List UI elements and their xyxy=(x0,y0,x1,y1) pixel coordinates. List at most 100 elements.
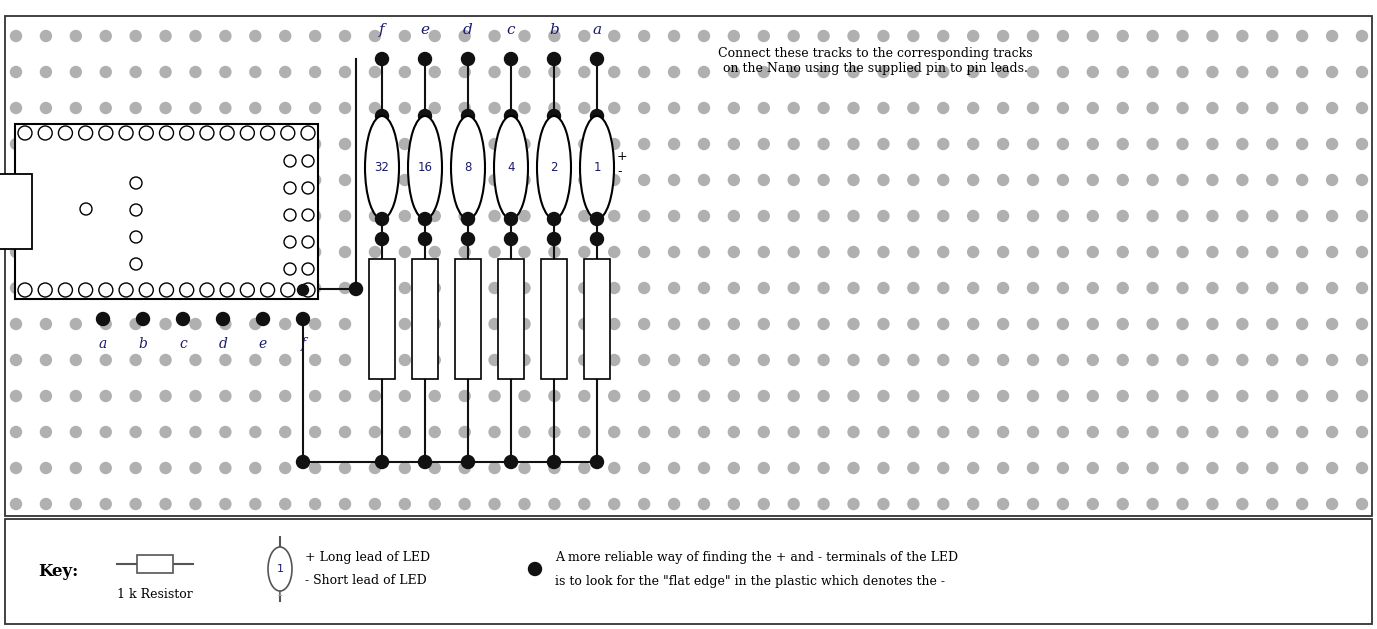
Circle shape xyxy=(489,174,500,186)
Circle shape xyxy=(310,30,321,42)
Circle shape xyxy=(11,355,22,365)
Circle shape xyxy=(280,30,291,42)
Circle shape xyxy=(639,67,650,77)
Circle shape xyxy=(461,455,475,469)
Circle shape xyxy=(430,67,441,77)
Circle shape xyxy=(200,126,213,140)
Circle shape xyxy=(1117,318,1128,330)
Circle shape xyxy=(99,283,113,297)
Circle shape xyxy=(1326,103,1337,113)
Circle shape xyxy=(639,211,650,221)
Circle shape xyxy=(1088,174,1099,186)
Circle shape xyxy=(759,211,770,221)
Circle shape xyxy=(11,211,22,221)
Circle shape xyxy=(609,247,620,257)
Circle shape xyxy=(1297,247,1308,257)
Circle shape xyxy=(190,30,201,42)
Circle shape xyxy=(968,67,979,77)
Circle shape xyxy=(669,103,679,113)
Circle shape xyxy=(907,103,918,113)
Circle shape xyxy=(399,318,410,330)
Circle shape xyxy=(129,258,142,270)
Circle shape xyxy=(430,30,441,42)
Circle shape xyxy=(1267,282,1278,294)
Circle shape xyxy=(938,67,949,77)
Circle shape xyxy=(249,174,260,186)
Circle shape xyxy=(1326,462,1337,474)
Circle shape xyxy=(489,30,500,42)
Circle shape xyxy=(40,174,51,186)
Circle shape xyxy=(249,138,260,150)
Circle shape xyxy=(519,211,530,221)
Circle shape xyxy=(1088,282,1099,294)
Circle shape xyxy=(669,30,679,42)
Circle shape xyxy=(40,318,51,330)
Circle shape xyxy=(548,109,560,123)
Circle shape xyxy=(968,174,979,186)
FancyBboxPatch shape xyxy=(454,259,481,379)
Circle shape xyxy=(430,426,441,438)
Circle shape xyxy=(907,282,918,294)
Circle shape xyxy=(459,211,470,221)
Circle shape xyxy=(340,426,351,438)
Circle shape xyxy=(591,52,603,65)
Circle shape xyxy=(369,103,380,113)
Circle shape xyxy=(818,391,829,401)
Circle shape xyxy=(879,318,890,330)
Circle shape xyxy=(907,462,918,474)
Circle shape xyxy=(1237,318,1248,330)
Circle shape xyxy=(549,103,560,113)
Circle shape xyxy=(369,499,380,509)
Circle shape xyxy=(310,282,321,294)
Circle shape xyxy=(220,138,231,150)
Circle shape xyxy=(938,318,949,330)
Circle shape xyxy=(1356,391,1367,401)
Circle shape xyxy=(220,174,231,186)
Circle shape xyxy=(280,138,291,150)
Circle shape xyxy=(129,231,142,243)
Circle shape xyxy=(399,355,410,365)
Circle shape xyxy=(728,391,739,401)
Circle shape xyxy=(340,391,351,401)
Circle shape xyxy=(997,67,1008,77)
Circle shape xyxy=(310,499,321,509)
Circle shape xyxy=(1177,391,1188,401)
Circle shape xyxy=(249,247,260,257)
Circle shape xyxy=(1356,67,1367,77)
Circle shape xyxy=(759,67,770,77)
Text: 2: 2 xyxy=(551,161,558,174)
Circle shape xyxy=(160,247,171,257)
Circle shape xyxy=(310,426,321,438)
Circle shape xyxy=(997,211,1008,221)
Circle shape xyxy=(101,174,112,186)
Circle shape xyxy=(549,282,560,294)
Circle shape xyxy=(430,391,441,401)
Circle shape xyxy=(1326,174,1337,186)
Circle shape xyxy=(759,103,770,113)
Text: - Short lead of LED: - Short lead of LED xyxy=(304,574,427,587)
Circle shape xyxy=(938,355,949,365)
Circle shape xyxy=(1058,211,1069,221)
Circle shape xyxy=(101,67,112,77)
Circle shape xyxy=(190,426,201,438)
Circle shape xyxy=(1237,138,1248,150)
Circle shape xyxy=(220,499,231,509)
Circle shape xyxy=(1267,499,1278,509)
Circle shape xyxy=(968,318,979,330)
Circle shape xyxy=(101,391,112,401)
Circle shape xyxy=(340,138,351,150)
Circle shape xyxy=(131,499,142,509)
Circle shape xyxy=(1208,67,1217,77)
Circle shape xyxy=(220,30,231,42)
Circle shape xyxy=(190,355,201,365)
Circle shape xyxy=(40,462,51,474)
FancyBboxPatch shape xyxy=(136,555,174,573)
Circle shape xyxy=(519,391,530,401)
Circle shape xyxy=(1027,355,1038,365)
Text: e: e xyxy=(420,23,430,37)
Circle shape xyxy=(40,30,51,42)
Circle shape xyxy=(1237,247,1248,257)
Circle shape xyxy=(1208,318,1217,330)
Circle shape xyxy=(1058,30,1069,42)
Circle shape xyxy=(591,109,603,123)
